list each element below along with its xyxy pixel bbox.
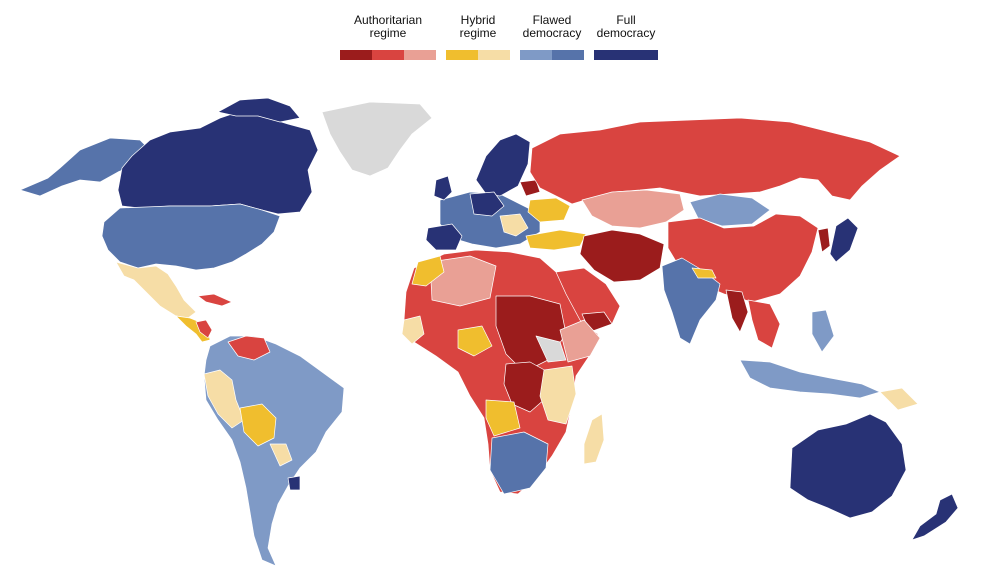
swatch-flawed-dark <box>552 50 584 60</box>
australia <box>789 413 907 519</box>
india <box>661 257 721 345</box>
canada-islands <box>217 97 301 123</box>
nepal <box>691 267 717 279</box>
belarus <box>519 179 541 197</box>
map-legend: Authoritarian regime Hybrid regime Flawe… <box>0 14 997 64</box>
ethiopia-horn <box>559 319 601 363</box>
legend-label-authoritarian: Authoritarian regime <box>353 13 423 40</box>
paraguay <box>269 443 293 467</box>
legend-hybrid: Hybrid regime <box>446 14 510 60</box>
uk-ireland <box>433 175 453 201</box>
nigeria <box>457 325 493 357</box>
somalia <box>535 335 567 363</box>
japan <box>829 217 859 263</box>
iberia <box>425 223 463 251</box>
central-africa-dark <box>503 361 549 413</box>
bolivia <box>239 403 277 447</box>
kazakhstan <box>581 189 685 229</box>
east-africa-hybrid <box>539 365 577 425</box>
swatch-authoritarian-mid <box>372 50 404 60</box>
madagascar <box>583 413 605 465</box>
north-africa-light <box>429 255 497 307</box>
korea <box>817 227 831 253</box>
alaska <box>19 137 151 197</box>
new-zealand <box>911 493 959 541</box>
venezuela <box>227 335 271 361</box>
myanmar <box>725 289 749 333</box>
legend-flawed: Flawed democracy <box>520 14 584 60</box>
greenland <box>321 101 433 177</box>
angola <box>485 399 521 437</box>
central-america <box>175 315 211 343</box>
balkans <box>499 213 529 237</box>
legend-label-hybrid: Hybrid regime <box>459 13 497 40</box>
legend-authoritarian: Authoritarian regime <box>340 14 436 60</box>
iran-afghanistan <box>579 229 665 283</box>
southern-africa <box>489 431 549 495</box>
central-europe <box>469 191 505 217</box>
southeast-asia <box>747 299 781 349</box>
turkey <box>525 229 587 251</box>
morocco <box>411 255 445 287</box>
uruguay <box>287 475 301 491</box>
indonesia <box>739 359 881 399</box>
ukraine <box>527 197 571 223</box>
russia <box>529 117 901 205</box>
cuba <box>197 293 233 307</box>
papua-new-guinea <box>879 387 919 411</box>
legend-label-flawed: Flawed democracy <box>522 13 582 40</box>
legend-full: Full democracy <box>594 14 658 60</box>
legend-label-full: Full democracy <box>596 13 656 40</box>
mexico <box>115 261 197 319</box>
swatch-full <box>594 50 658 60</box>
philippines <box>811 309 835 353</box>
canada <box>117 111 319 215</box>
west-africa-hybrid <box>401 315 425 345</box>
swatch-authoritarian-light <box>404 50 436 60</box>
nicaragua <box>195 319 213 339</box>
swatch-authoritarian-dark <box>340 50 372 60</box>
swatch-hybrid-dark <box>446 50 478 60</box>
swatch-flawed-light <box>520 50 552 60</box>
usa <box>101 203 281 271</box>
swatch-hybrid-light <box>478 50 510 60</box>
